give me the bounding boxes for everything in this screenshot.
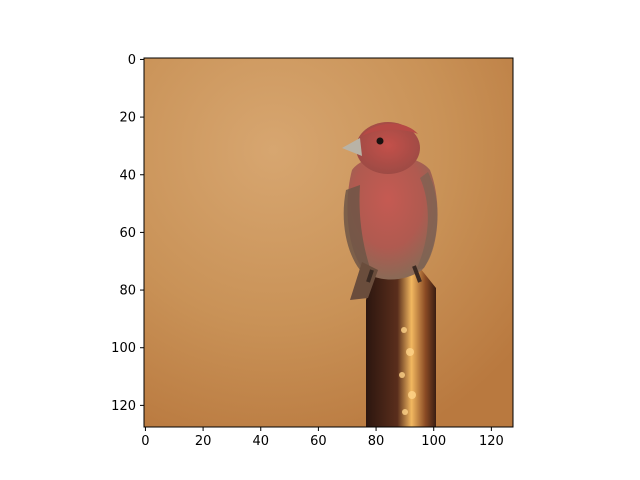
bird-beak — [342, 138, 362, 156]
x-tick-label: 0 — [141, 434, 149, 449]
photo-background — [144, 58, 513, 427]
y-tick-label: 20 — [119, 111, 136, 126]
bird-feet — [366, 265, 422, 283]
bird-wing-right — [416, 172, 438, 270]
y-tick-label: 40 — [119, 168, 136, 183]
post-speckles — [399, 327, 416, 415]
y-tick-label: 0 — [128, 53, 136, 68]
axes-frame — [143, 57, 514, 428]
photo — [144, 58, 513, 427]
x-tick-label: 20 — [195, 434, 212, 449]
bird-eye — [376, 137, 384, 145]
y-tick-label: 60 — [119, 226, 136, 241]
bird-head — [356, 122, 420, 174]
x-tick-label: 100 — [421, 434, 446, 449]
bird-wing — [343, 185, 372, 274]
x-tick-label: 60 — [310, 434, 327, 449]
y-tick-label: 80 — [119, 284, 136, 299]
bird-crown — [362, 123, 418, 136]
x-tick-label: 40 — [252, 434, 269, 449]
wooden-post — [366, 268, 436, 427]
x-tick-label: 120 — [479, 434, 504, 449]
bird-body — [347, 155, 438, 280]
y-tick-label: 120 — [111, 399, 136, 414]
y-tick-label: 100 — [111, 341, 136, 356]
x-tick-label: 80 — [368, 434, 385, 449]
y-axis: 0 20 40 60 80 100 120 — [111, 53, 144, 414]
x-axis: 0 20 40 60 80 100 120 — [141, 427, 504, 449]
